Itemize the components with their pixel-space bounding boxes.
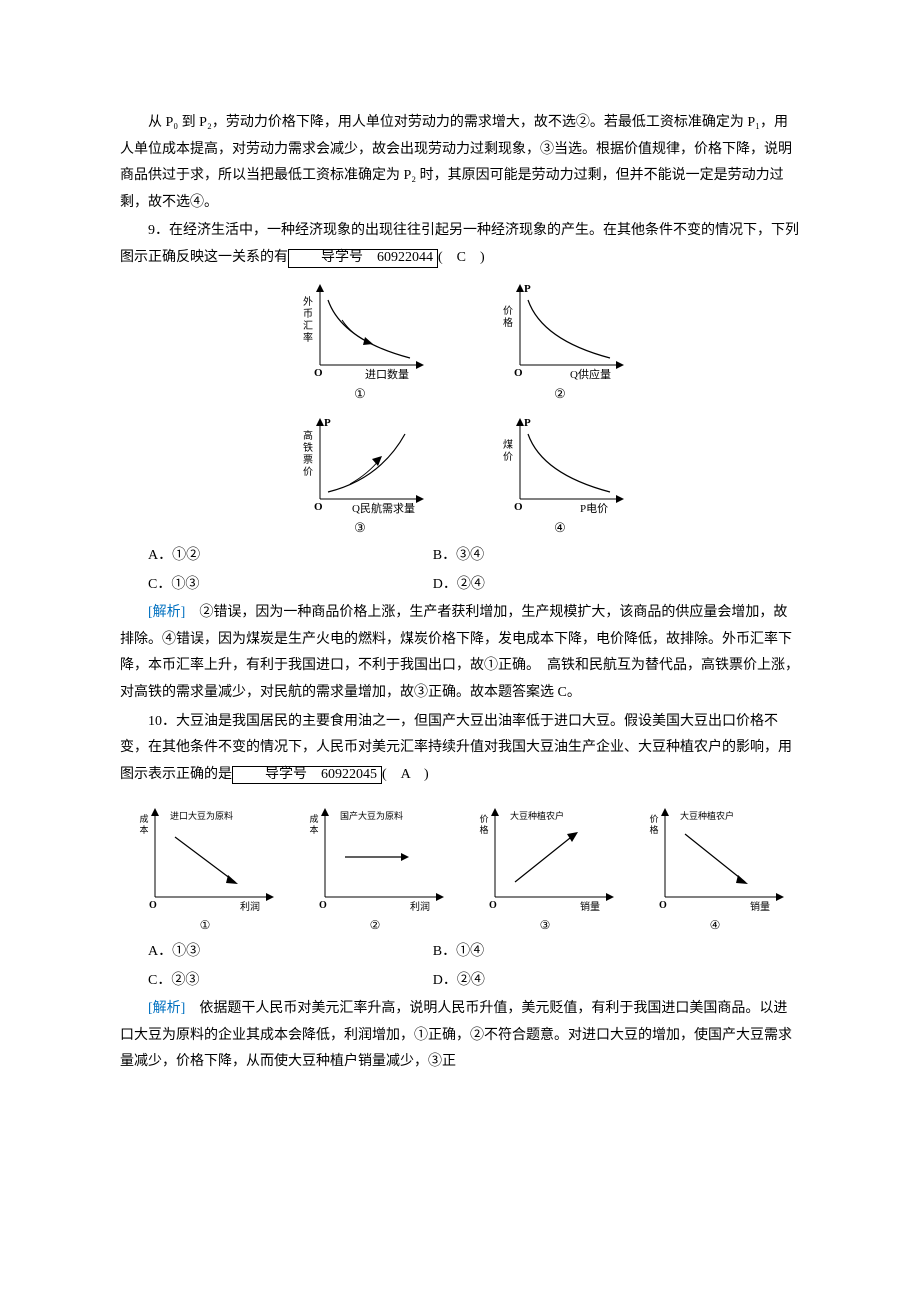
q10-opt-b: B．①④	[433, 939, 800, 966]
q10-chart-2: 成 本 国产大豆为原料 O 利润 ②	[300, 802, 450, 937]
q9-caption-3: ③	[290, 516, 430, 541]
q9-opt-b: B．③④	[433, 543, 800, 570]
q10-opt-a: A．①③	[120, 939, 433, 966]
page: 从 P₀ 到 P₂，劳动力价格下降，用人单位对劳动力的需求增大，故不选②。若最低…	[0, 0, 920, 1118]
svg-text:利润: 利润	[240, 900, 260, 912]
q9-stem: 9．在经济生活中，一种经济现象的出现往往引起另一种经济现象的产生。在其他条件不变…	[120, 218, 800, 271]
q10-caption-1: ①	[130, 914, 280, 937]
svg-text:价: 价	[503, 305, 513, 317]
q9-answer: ( C )	[438, 250, 485, 265]
svg-text:O: O	[314, 367, 323, 379]
q9-opt-a: A．①②	[120, 543, 433, 570]
q10-chart-row: 成 本 进口大豆为原料 O 利润 ① 成 本 国产大豆为原料 O 利润	[120, 802, 800, 937]
q10-options-row-1: A．①③ B．①④	[120, 939, 800, 966]
svg-text:P: P	[324, 417, 331, 429]
svg-text:煤: 煤	[503, 438, 513, 451]
q10-chart-3: 价 格 大豆种植农户 O 销量 ③	[470, 802, 620, 937]
q10-chart-4: 价 格 大豆种植农户 O 销量 ④	[640, 802, 790, 937]
svg-text:成: 成	[139, 813, 148, 824]
q10-opt-d: D．②④	[433, 968, 800, 995]
svg-text:O: O	[514, 501, 523, 513]
svg-text:O: O	[149, 900, 157, 911]
q9-chart-row-2: P 高 铁 票 价 O Q民航需求量 ③ P 煤 价 O P电价	[120, 414, 800, 541]
svg-text:外: 外	[303, 296, 313, 308]
svg-text:价: 价	[303, 466, 313, 478]
svg-text:格: 格	[503, 316, 513, 329]
q10-caption-2: ②	[300, 914, 450, 937]
svg-text:率: 率	[303, 331, 313, 344]
svg-text:Q供应量: Q供应量	[570, 367, 611, 380]
q10-caption-4: ④	[640, 914, 790, 937]
q9-chart-1: 外 币 汇 率 O 进口数量 ①	[290, 280, 430, 407]
svg-text:价: 价	[479, 814, 488, 824]
svg-text:大豆种植农户: 大豆种植农户	[680, 810, 734, 821]
q10-text: 10．大豆油是我国居民的主要食用油之一，但国产大豆出油率低于进口大豆。假设美国大…	[120, 714, 792, 782]
svg-text:格: 格	[479, 824, 488, 835]
svg-text:利润: 利润	[410, 900, 430, 912]
svg-text:O: O	[489, 900, 497, 911]
svg-text:本: 本	[309, 824, 318, 835]
svg-text:价: 价	[649, 814, 658, 824]
svg-text:O: O	[319, 900, 327, 911]
q9-chart-4: P 煤 价 O P电价 ④	[490, 414, 630, 541]
q9-caption-1: ①	[290, 382, 430, 407]
q9-chart-3: P 高 铁 票 价 O Q民航需求量 ③	[290, 414, 430, 541]
svg-text:销量: 销量	[750, 900, 770, 912]
q9-options-row-2: C．①③ D．②④	[120, 572, 800, 599]
svg-text:Q民航需求量: Q民航需求量	[352, 501, 415, 514]
q9-analysis-label: [解析]	[148, 605, 199, 620]
q9-caption-4: ④	[490, 516, 630, 541]
q10-code-box: 导学号 60922045	[232, 766, 382, 785]
q9-options-row-1: A．①② B．③④	[120, 543, 800, 570]
svg-text:铁: 铁	[303, 441, 313, 454]
paragraph-continuation: 从 P₀ 到 P₂，劳动力价格下降，用人单位对劳动力的需求增大，故不选②。若最低…	[120, 110, 800, 216]
svg-text:汇: 汇	[303, 319, 313, 332]
q10-stem: 10．大豆油是我国居民的主要食用油之一，但国产大豆出油率低于进口大豆。假设美国大…	[120, 709, 800, 789]
q10-analysis: [解析] 依据题干人民币对美元汇率升高，说明人民币升值，美元贬值，有利于我国进口…	[120, 996, 800, 1076]
svg-text:高: 高	[303, 429, 313, 442]
q10-opt-c: C．②③	[120, 968, 433, 995]
q9-opt-d: D．②④	[433, 572, 800, 599]
q10-chart-1: 成 本 进口大豆为原料 O 利润 ①	[130, 802, 280, 937]
q9-caption-2: ②	[490, 382, 630, 407]
svg-text:O: O	[314, 501, 323, 513]
q10-answer: ( A )	[382, 767, 429, 782]
svg-text:O: O	[514, 367, 523, 379]
q10-caption-3: ③	[470, 914, 620, 937]
svg-text:格: 格	[649, 824, 658, 835]
q9-code-box: 导学号 60922044	[288, 249, 438, 268]
svg-text:票: 票	[303, 454, 313, 466]
q10-analysis-label: [解析]	[148, 1001, 199, 1016]
svg-text:P: P	[524, 417, 531, 429]
q9-analysis-text: ②错误，因为一种商品价格上涨，生产者获利增加，生产规模扩大，该商品的供应量会增加…	[120, 605, 799, 700]
q9-opt-c: C．①③	[120, 572, 433, 599]
q10-options-row-2: C．②③ D．②④	[120, 968, 800, 995]
q9-analysis: [解析] ②错误，因为一种商品价格上涨，生产者获利增加，生产规模扩大，该商品的供…	[120, 600, 800, 706]
svg-text:进口大豆为原料: 进口大豆为原料	[170, 810, 233, 821]
svg-text:P: P	[524, 283, 531, 295]
svg-text:大豆种植农户: 大豆种植农户	[510, 810, 564, 821]
svg-text:币: 币	[303, 308, 313, 320]
q9-chart-row-1: 外 币 汇 率 O 进口数量 ① P 价 格 O Q供应量 ②	[120, 280, 800, 407]
svg-text:本: 本	[139, 824, 148, 835]
svg-text:O: O	[659, 900, 667, 911]
svg-text:销量: 销量	[580, 900, 600, 912]
svg-text:进口数量: 进口数量	[365, 368, 409, 380]
svg-text:P电价: P电价	[580, 502, 608, 514]
svg-text:价: 价	[503, 451, 513, 463]
q9-chart-2: P 价 格 O Q供应量 ②	[490, 280, 630, 407]
svg-text:成: 成	[309, 813, 318, 824]
q10-analysis-text: 依据题干人民币对美元汇率升高，说明人民币升值，美元贬值，有利于我国进口美国商品。…	[120, 1001, 792, 1069]
svg-text:国产大豆为原料: 国产大豆为原料	[340, 810, 403, 821]
